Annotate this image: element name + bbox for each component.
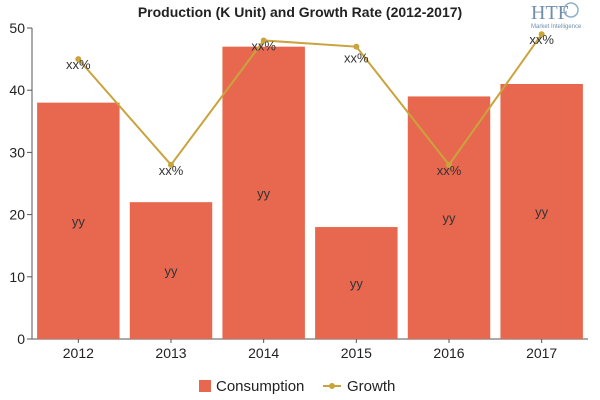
bar-data-label: yy: [165, 264, 179, 279]
y-tick-label: 20: [9, 207, 25, 223]
legend-marker-growth: [329, 383, 335, 389]
x-tick-label: 2013: [155, 345, 186, 361]
globe-icon: [563, 2, 579, 18]
growth-point: [538, 31, 545, 38]
axes: 0 10 20 30 40 50 2012 2013 2014 2015 2016 2017: [9, 20, 588, 361]
x-tick-label: 2015: [341, 345, 372, 361]
growth-point: [168, 161, 174, 168]
bar-data-label: yy: [350, 276, 364, 291]
growth-data-label: xx%: [159, 163, 184, 178]
logo-brand: HTF: [531, 2, 569, 24]
x-tick-label: 2016: [433, 345, 464, 361]
bar: [500, 83, 583, 339]
line-series: xx% xx% xx% xx% xx% xx%: [66, 31, 554, 178]
growth-data-label: xx%: [344, 51, 369, 66]
legend-swatch-consumption: [199, 380, 211, 392]
chart-title: Production (K Unit) and Growth Rate (201…: [138, 4, 462, 20]
growth-data-label: xx%: [251, 38, 276, 53]
logo-tagline: Market Intelligence: [531, 24, 582, 30]
legend: Consumption Growth: [199, 378, 395, 395]
x-tick-label: 2017: [526, 345, 557, 361]
legend-label-consumption: Consumption: [216, 378, 304, 395]
bar: [407, 96, 491, 339]
y-tick-label: 0: [17, 331, 25, 347]
legend-label-growth: Growth: [347, 378, 395, 395]
bar-series: [37, 46, 583, 339]
growth-data-label: xx%: [437, 163, 462, 178]
growth-point: [446, 161, 452, 168]
y-tick-label: 40: [9, 82, 25, 98]
x-tick-label: 2014: [248, 345, 279, 361]
bar-data-label: yy: [257, 186, 271, 201]
growth-point: [353, 43, 360, 50]
growth-line: [77, 33, 543, 167]
growth-data-label: xx%: [66, 57, 91, 72]
bar-data-label: yy: [535, 204, 549, 219]
y-tick-label: 50: [9, 20, 25, 36]
y-tick-label: 30: [9, 144, 25, 160]
x-tick-label: 2012: [63, 345, 94, 361]
bar: [37, 102, 120, 339]
growth-point: [75, 56, 82, 63]
bar-labels: yy yy yy yy yy yy: [72, 186, 549, 291]
bar-data-label: yy: [72, 214, 86, 229]
htf-logo: HTF Market Intelligence: [531, 2, 582, 30]
bar: [315, 227, 398, 339]
bar: [222, 46, 305, 339]
y-tick-label: 10: [9, 269, 25, 285]
growth-point: [260, 37, 267, 44]
growth-data-label: xx%: [529, 32, 554, 47]
bar: [129, 202, 213, 339]
bar-data-label: yy: [443, 211, 457, 226]
